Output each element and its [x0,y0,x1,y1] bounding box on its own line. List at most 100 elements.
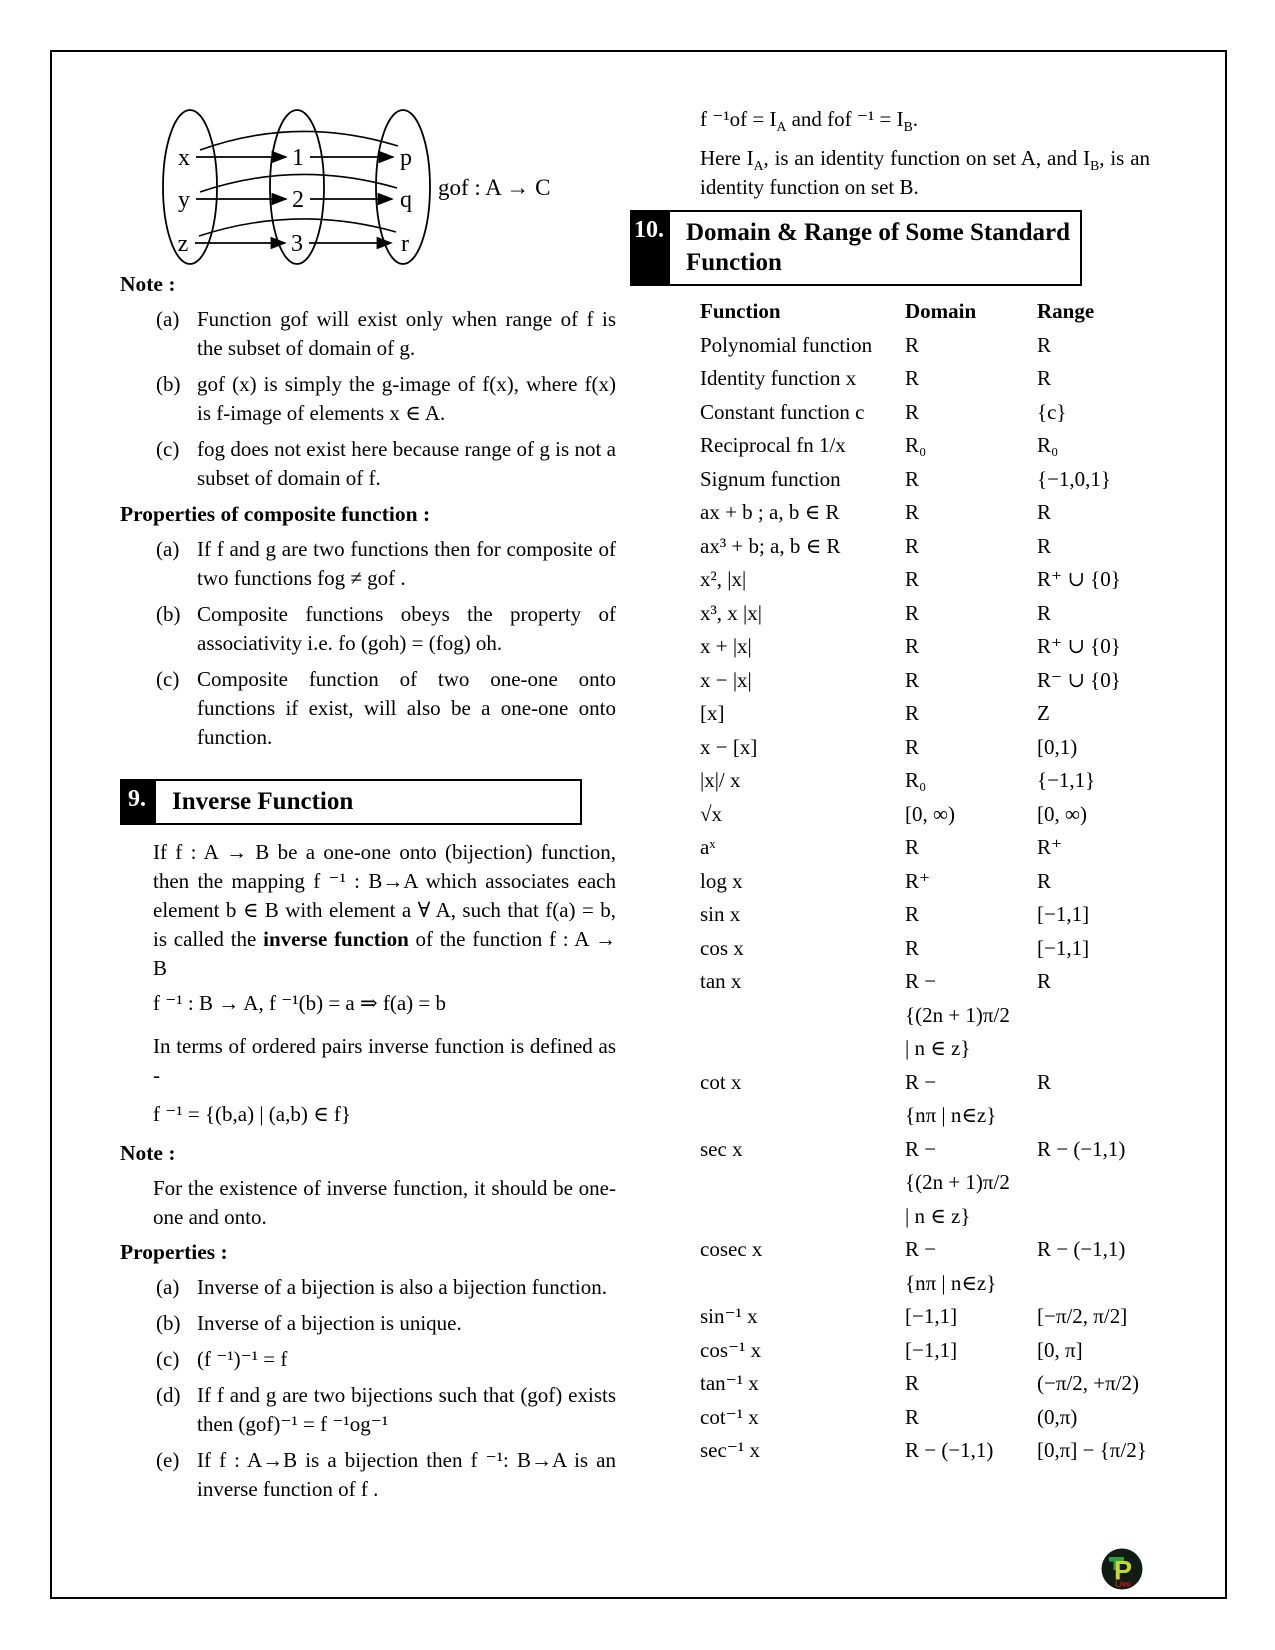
item-marker: (d) [156,1383,181,1407]
function-cell: cot⁻¹ x [700,1404,759,1429]
item-marker: (e) [156,1448,180,1472]
gof-arc-y-q [199,173,398,193]
subscript-B: B [903,119,913,135]
function-cell: cosec x [700,1237,763,1261]
element-q: q [400,187,412,213]
domain-cell: R [905,500,920,524]
range-cell: [0,π] − {π/2} [1037,1438,1147,1462]
function-cell: Identity function x [700,366,857,390]
composite-property-a: (a) If f and g are two functions then for… [120,535,616,593]
function-cell: sec x [700,1136,743,1161]
table-row: Reciprocal fn 1/x R₀ R₀ [700,429,1150,463]
table-row: Polynomial function R R [700,329,1150,363]
note-item-a: (a) Function gof will exist only when ran… [120,305,616,363]
range-cell: R [1037,600,1052,625]
table-row: tan⁻¹ x R (−π/2, +π/2) [700,1367,1150,1401]
inverse-function-bold: inverse function [263,927,409,951]
item-marker: (a) [156,1275,180,1299]
table-row: cot x R − {nπ | n∈z} R [700,1066,1150,1133]
left-column: x y z 1 2 3 p q r gof : A → C Note : (a)… [120,103,616,1511]
note-heading: Note : [120,272,176,296]
gof-arc-z-r [198,218,397,237]
range-cell: R [1037,366,1052,390]
range-cell: [0, ∞) [1037,801,1087,826]
inverse-property-c: (c) (f ⁻¹)⁻¹ = f [120,1345,616,1374]
function-cell: ax + b ; a, b ∈ R [700,500,840,524]
domain-cell: [−1,1] [905,1304,958,1328]
formula-text: . [912,107,918,131]
domain-cell: R [905,835,920,859]
table-row: Constant function c R {c} [700,396,1150,430]
domain-cell: R [905,902,920,926]
composite-property-b: (b) Composite functions obeys the propert… [120,600,616,658]
subscript-B: B [1090,158,1100,174]
domain-cell: R − {(2n + 1)π/2 | n ∈ z} [905,1136,1010,1228]
function-cell: x², |x| [700,567,747,591]
function-cell: √x [700,801,723,826]
range-cell: R − (−1,1) [1037,1237,1126,1261]
domain-cell: R [905,332,920,357]
table-row: ax³ + b; a, b ∈ R R R [700,530,1150,564]
function-cell: |x|/ x [700,768,741,792]
item-text: Inverse of a bijection is also a bijecti… [197,1275,607,1299]
domain-cell: R − (−1,1) [905,1438,994,1462]
function-cell: cos⁻¹ x [700,1337,762,1362]
element-r: r [401,231,409,257]
table-row: x − [x] R [0,1) [700,731,1150,765]
function-cell: Signum function [700,466,841,491]
element-2: 2 [292,187,304,213]
domain-cell: R₀ [905,433,927,457]
logo-live-label: Live [1115,1580,1132,1589]
range-cell: [0,1) [1037,734,1078,759]
element-1: 1 [292,145,304,171]
publisher-logo: P Live [1101,1548,1143,1590]
range-cell: R⁻ ∪ {0} [1037,667,1121,692]
section-number: 10. [630,210,668,286]
range-cell: (0,π) [1037,1404,1078,1429]
domain-cell: [0, ∞) [905,801,955,826]
item-text: Composite function of two one-one onto f… [197,667,616,749]
element-p: p [400,145,412,171]
range-cell: Z [1037,701,1050,725]
function-cell: ax³ + b; a, b ∈ R [700,533,841,558]
section-number: 9. [120,779,154,825]
paragraph-text: , is an identity function on set A, and … [763,146,1091,170]
domain-cell: R [905,466,920,491]
item-text: Function gof will exist only when range … [197,307,616,360]
item-marker: (b) [156,372,181,396]
gof-arc-x-p [199,130,399,151]
range-cell: {−1,1} [1037,768,1096,792]
table-row: tan x R − {(2n + 1)π/2 | n ∈ z} R [700,965,1150,1066]
paragraph-text: If f : A → B be a one-one onto (bijectio… [153,840,616,951]
item-marker: (c) [156,1347,180,1371]
item-text: gof (x) is simply the g-image of f(x), w… [197,372,616,425]
domain-cell: R [905,734,920,759]
function-cell: x³, x |x| [700,600,762,625]
table-row: Identity function x R R [700,362,1150,396]
function-cell: [x] [700,701,725,725]
logo-flag-stem [1113,1557,1119,1570]
range-cell: R [1037,500,1052,524]
domain-cell: R [905,399,920,424]
ordered-pairs-text: In terms of ordered pairs inverse functi… [153,1034,616,1087]
table-row: cos⁻¹ x [−1,1] [0, π] [700,1334,1150,1368]
formula-text: f ⁻¹of = I [700,107,777,131]
range-cell: R − (−1,1) [1037,1136,1126,1161]
domain-cell: R [905,935,920,960]
item-marker: (c) [156,667,180,691]
domain-cell: R [905,600,920,625]
section-10-header: 10. Domain & Range of Some Standard Func… [630,210,1082,286]
range-cell: R⁺ ∪ {0} [1037,634,1121,658]
inverse-function-paragraph: If f : A → B be a one-one onto (bijectio… [153,838,616,983]
domain-cell: R [905,667,920,692]
range-cell: {−1,0,1} [1037,466,1112,491]
table-row: cot⁻¹ x R (0,π) [700,1401,1150,1435]
function-cell: x − |x| [700,667,752,692]
domain-cell: R [905,1404,920,1429]
inverse-property-d: (d) If f and g are two bijections such th… [120,1381,616,1439]
identity-explanation: Here IA, is an identity function on set … [700,144,1150,202]
table-row: x³, x |x| R R [700,597,1150,631]
set-A-oval [162,109,218,265]
range-cell: R [1037,332,1052,357]
section-title: Domain & Range of Some Standard Function [668,210,1082,286]
